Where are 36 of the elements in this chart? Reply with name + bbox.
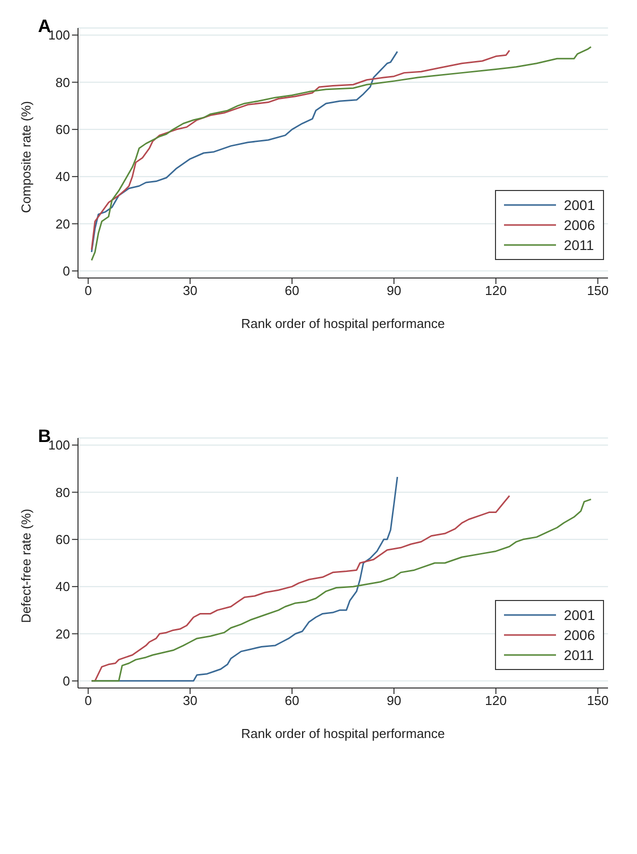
y-tick-label: 20 [56,626,70,642]
x-tick-label: 30 [182,693,198,708]
x-tick-label: 30 [182,283,198,298]
y-tick-label: 20 [56,216,70,232]
x-axis-title: Rank order of hospital performance [241,316,445,331]
x-tick-label: 150 [586,283,609,298]
y-tick-label: 0 [62,264,70,279]
y-tick-label: 40 [56,579,70,594]
legend-label: 2001 [564,197,595,213]
x-tick-label: 60 [284,693,300,708]
x-tick-label: 120 [485,693,507,708]
x-tick-label: 0 [84,693,92,708]
legend-label: 2006 [564,217,595,233]
legend-label: 2011 [564,237,594,253]
x-tick-label: 90 [386,283,402,298]
legend-label: 2001 [564,607,595,623]
line-series [90,50,398,253]
legend-label: 2011 [564,647,594,663]
chart-title: A [38,16,51,36]
y-tick-label: 0 [62,674,70,689]
y-tick-label: 60 [56,122,70,138]
chart-title: B [38,426,51,446]
y-tick-label: 80 [56,484,70,500]
y-tick-label: 60 [56,532,70,548]
y-tick-label: 80 [56,74,70,90]
y-axis-title: Composite rate (%) [18,101,34,213]
y-axis-title: Defect-free rate (%) [18,508,34,623]
x-tick-label: 0 [84,283,92,298]
x-tick-label: 90 [386,693,402,708]
x-tick-label: 60 [284,283,300,298]
legend-label: 2006 [564,627,595,643]
x-tick-label: 120 [485,283,507,298]
line-series [90,50,510,250]
y-tick-label: 40 [56,169,70,184]
x-tick-label: 150 [586,693,609,708]
x-axis-title: Rank order of hospital performance [241,726,445,741]
